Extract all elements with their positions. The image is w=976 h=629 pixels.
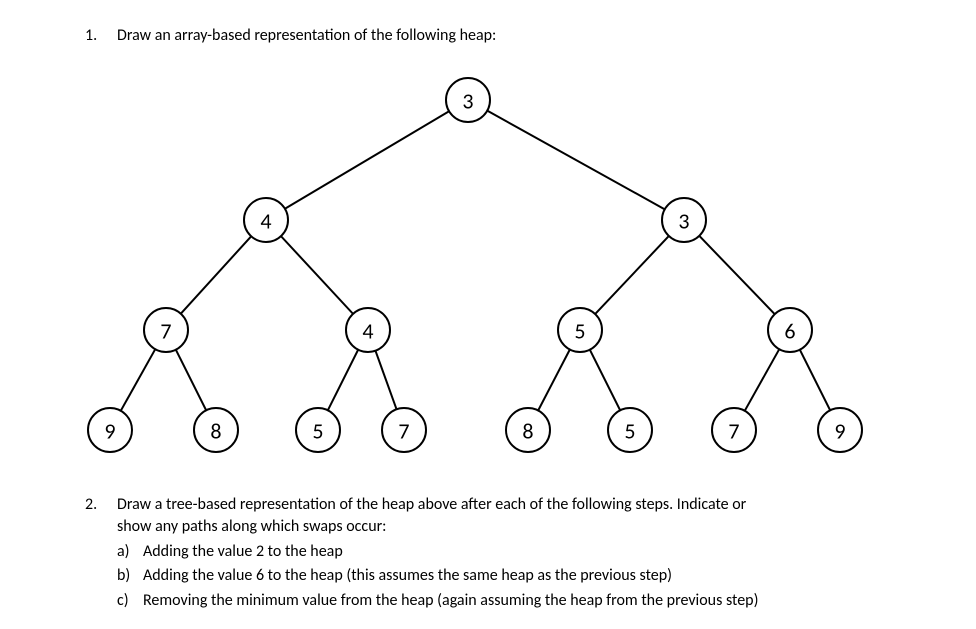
heap-node-label: 9 <box>104 418 115 445</box>
heap-node: 9 <box>88 408 132 452</box>
question-2-item-b-letter: b) <box>117 565 143 587</box>
question-2-intro-line2: show any paths along which swaps occur: <box>117 517 386 536</box>
heap-node-label: 5 <box>574 318 585 345</box>
question-2: 2. Draw a tree-based representation of t… <box>85 494 915 612</box>
question-1-number: 1. <box>85 26 117 45</box>
heap-node: 7 <box>144 308 188 352</box>
heap-edge <box>285 111 449 209</box>
heap-node: 9 <box>818 408 862 452</box>
heap-node: 5 <box>608 408 652 452</box>
heap-node-label: 8 <box>210 418 221 445</box>
heap-node: 6 <box>768 308 812 352</box>
heap-node: 4 <box>244 198 288 242</box>
page: 1.Draw an array-based representation of … <box>0 0 976 629</box>
heap-node: 5 <box>558 308 602 352</box>
heap-svg: 3 4 3 7 4 5 6 9 8 5 7 8 5 7 9 <box>70 70 906 470</box>
heap-node-label: 8 <box>522 418 533 445</box>
heap-node-label: 9 <box>834 418 845 445</box>
question-1-text: Draw an array-based representation of th… <box>117 26 496 45</box>
heap-edge <box>328 350 358 411</box>
heap-node-label: 5 <box>312 418 323 445</box>
heap-node-label: 7 <box>728 418 739 445</box>
heap-edge <box>745 349 780 411</box>
heap-node: 8 <box>194 408 238 452</box>
heap-node: 4 <box>346 308 390 352</box>
heap-edge <box>595 236 669 314</box>
heap-node: 7 <box>382 408 426 452</box>
heap-node-label: 3 <box>678 208 689 235</box>
heap-node-label: 6 <box>784 318 795 345</box>
heap-edge <box>181 236 251 313</box>
heap-edge <box>800 350 830 411</box>
heap-node-label: 7 <box>398 418 409 445</box>
heap-node: 5 <box>296 408 340 452</box>
question-2-item-c: c)Removing the minimum value from the he… <box>117 590 907 612</box>
heap-node: 8 <box>506 408 550 452</box>
heap-edge <box>487 111 665 210</box>
heap-edge <box>281 236 353 314</box>
heap-node: 3 <box>446 78 490 122</box>
question-2-item-c-text: Removing the minimum value from the heap… <box>143 591 758 610</box>
heap-node: 3 <box>662 198 706 242</box>
heap-node-label: 3 <box>462 88 473 115</box>
question-2-item-b: b)Adding the value 6 to the heap (this a… <box>117 565 907 587</box>
heap-edge <box>699 236 774 314</box>
heap-node-label: 7 <box>160 318 171 345</box>
question-2-number: 2. <box>85 494 117 516</box>
heap-node-label: 4 <box>260 208 271 235</box>
question-2-item-a: a)Adding the value 2 to the heap <box>117 541 907 563</box>
question-1: 1.Draw an array-based representation of … <box>85 26 496 45</box>
question-2-item-b-text: Adding the value 6 to the heap (this ass… <box>143 566 672 585</box>
question-2-item-a-text: Adding the value 2 to the heap <box>143 542 343 561</box>
heap-edge <box>375 351 396 410</box>
heap-edge <box>538 350 570 411</box>
heap-node: 7 <box>712 408 756 452</box>
heap-edge <box>176 350 206 411</box>
heap-diagram: 3 4 3 7 4 5 6 9 8 5 7 8 5 7 9 <box>70 70 906 470</box>
question-2-body: Draw a tree-based representation of the … <box>117 494 907 612</box>
heap-edge <box>590 350 620 411</box>
heap-edge <box>121 349 156 411</box>
heap-node-label: 4 <box>362 318 373 345</box>
question-2-item-a-letter: a) <box>117 541 143 563</box>
heap-node-label: 5 <box>624 418 635 445</box>
question-2-item-c-letter: c) <box>117 590 143 612</box>
question-2-intro-line1: Draw a tree-based representation of the … <box>117 495 746 514</box>
